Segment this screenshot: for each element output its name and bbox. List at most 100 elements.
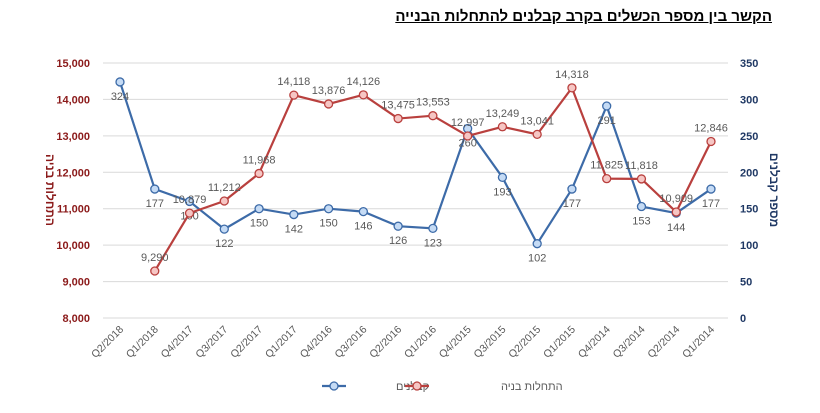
data-label: 11,212: [208, 182, 241, 194]
data-label: 10,909: [659, 193, 693, 205]
right-tick-label: 250: [740, 131, 758, 143]
x-tick-label: Q1/2017: [263, 324, 300, 361]
data-label: 123: [424, 237, 442, 249]
data-point: [428, 223, 438, 234]
data-label: 177: [563, 198, 581, 210]
legend-marker: [329, 381, 339, 391]
data-label: 122: [215, 238, 233, 250]
data-point: [184, 208, 195, 218]
left-tick-label: 11,000: [57, 204, 90, 216]
x-tick-label: Q1/2015: [541, 324, 578, 361]
data-point: [636, 201, 647, 212]
data-point: [497, 122, 508, 132]
data-point: [462, 131, 473, 141]
chart-title: הקשר בין מספר הכשלים בקרב קבלנים להתחלות…: [395, 8, 772, 25]
right-axis-title: מספר קבלנים: [767, 153, 781, 227]
x-tick-label: Q4/2016: [298, 324, 335, 361]
data-point: [289, 90, 299, 100]
legend-label: התחלות בניה: [501, 380, 563, 393]
data-point: [115, 77, 125, 87]
left-tick-label: 10,000: [56, 240, 90, 252]
data-point: [567, 83, 577, 93]
x-tick-label: Q1/2014: [680, 324, 717, 361]
data-label: 260: [458, 138, 476, 150]
data-label: 12,846: [694, 122, 728, 134]
data-point: [150, 266, 160, 276]
x-tick-label: Q2/2016: [367, 324, 404, 361]
data-label: 193: [493, 186, 511, 198]
left-tick-label: 13,000: [56, 131, 90, 143]
legend-marker: [412, 381, 422, 391]
right-tick-label: 50: [740, 277, 752, 289]
data-label: 177: [702, 198, 720, 210]
data-point: [532, 129, 542, 140]
data-label: 153: [632, 216, 650, 228]
data-label: 14,126: [347, 76, 381, 88]
left-axis-title: התחלות בניה: [43, 154, 57, 226]
data-label: 142: [285, 224, 303, 236]
x-tick-label: Q1/2018: [124, 324, 161, 361]
data-point: [602, 174, 612, 184]
data-label: 14,118: [277, 76, 310, 88]
data-point: [393, 113, 403, 124]
x-tick-label: Q3/2016: [332, 324, 369, 361]
data-point: [532, 239, 542, 249]
data-point: [428, 111, 438, 121]
data-label: 14,318: [555, 69, 589, 81]
data-point: [323, 204, 334, 214]
right-tick-label: 350: [740, 58, 758, 70]
data-label: 13,553: [416, 97, 450, 109]
data-label: 11,818: [625, 160, 658, 172]
data-label: 11,825: [590, 160, 623, 172]
data-label: 11,968: [243, 154, 276, 166]
x-tick-label: Q3/2014: [611, 324, 648, 361]
data-point: [184, 196, 195, 207]
left-tick-label: 8,000: [62, 313, 90, 325]
data-label: 177: [146, 198, 164, 210]
data-point: [567, 184, 577, 194]
x-tick-label: Q2/2015: [506, 324, 543, 361]
right-tick-label: 150: [740, 204, 758, 216]
data-label: 146: [354, 221, 372, 233]
data-point: [323, 99, 334, 109]
right-tick-label: 100: [740, 240, 758, 252]
data-point: [150, 184, 160, 194]
x-tick-label: Q2/2018: [89, 324, 126, 361]
x-tick-label: Q4/2017: [159, 324, 196, 361]
series-line-right: [118, 81, 712, 246]
data-label: 144: [667, 222, 685, 234]
x-tick-label: Q3/2015: [472, 324, 509, 361]
x-tick-label: Q1/2016: [402, 324, 439, 361]
data-label: 13,475: [381, 100, 415, 112]
data-point: [602, 101, 612, 111]
right-tick-label: 200: [740, 167, 758, 179]
left-tick-label: 9,000: [62, 277, 90, 289]
data-label: 150: [250, 218, 268, 230]
data-point: [254, 204, 264, 214]
data-point: [358, 206, 369, 217]
data-point: [497, 172, 508, 183]
right-tick-label: 0: [740, 313, 746, 325]
data-point: [219, 196, 229, 206]
data-point: [219, 224, 229, 234]
right-tick-label: 300: [740, 94, 758, 106]
data-point: [671, 207, 681, 217]
data-label: 13,249: [486, 108, 520, 120]
x-tick-label: Q2/2017: [228, 324, 265, 361]
data-point: [706, 184, 716, 194]
left-tick-label: 14,000: [56, 94, 90, 106]
data-point: [254, 168, 264, 179]
data-label: 102: [528, 253, 546, 265]
data-label: 13,041: [520, 115, 554, 127]
x-tick-label: Q2/2014: [645, 324, 682, 361]
data-point: [636, 174, 647, 184]
data-point: [289, 209, 299, 220]
data-label: 126: [389, 235, 407, 247]
data-label: 13,876: [312, 85, 346, 97]
x-tick-label: Q3/2017: [193, 324, 230, 361]
left-tick-label: 12,000: [56, 167, 90, 179]
data-label: 291: [598, 115, 616, 127]
data-label: 150: [319, 218, 337, 230]
data-point: [393, 221, 403, 231]
